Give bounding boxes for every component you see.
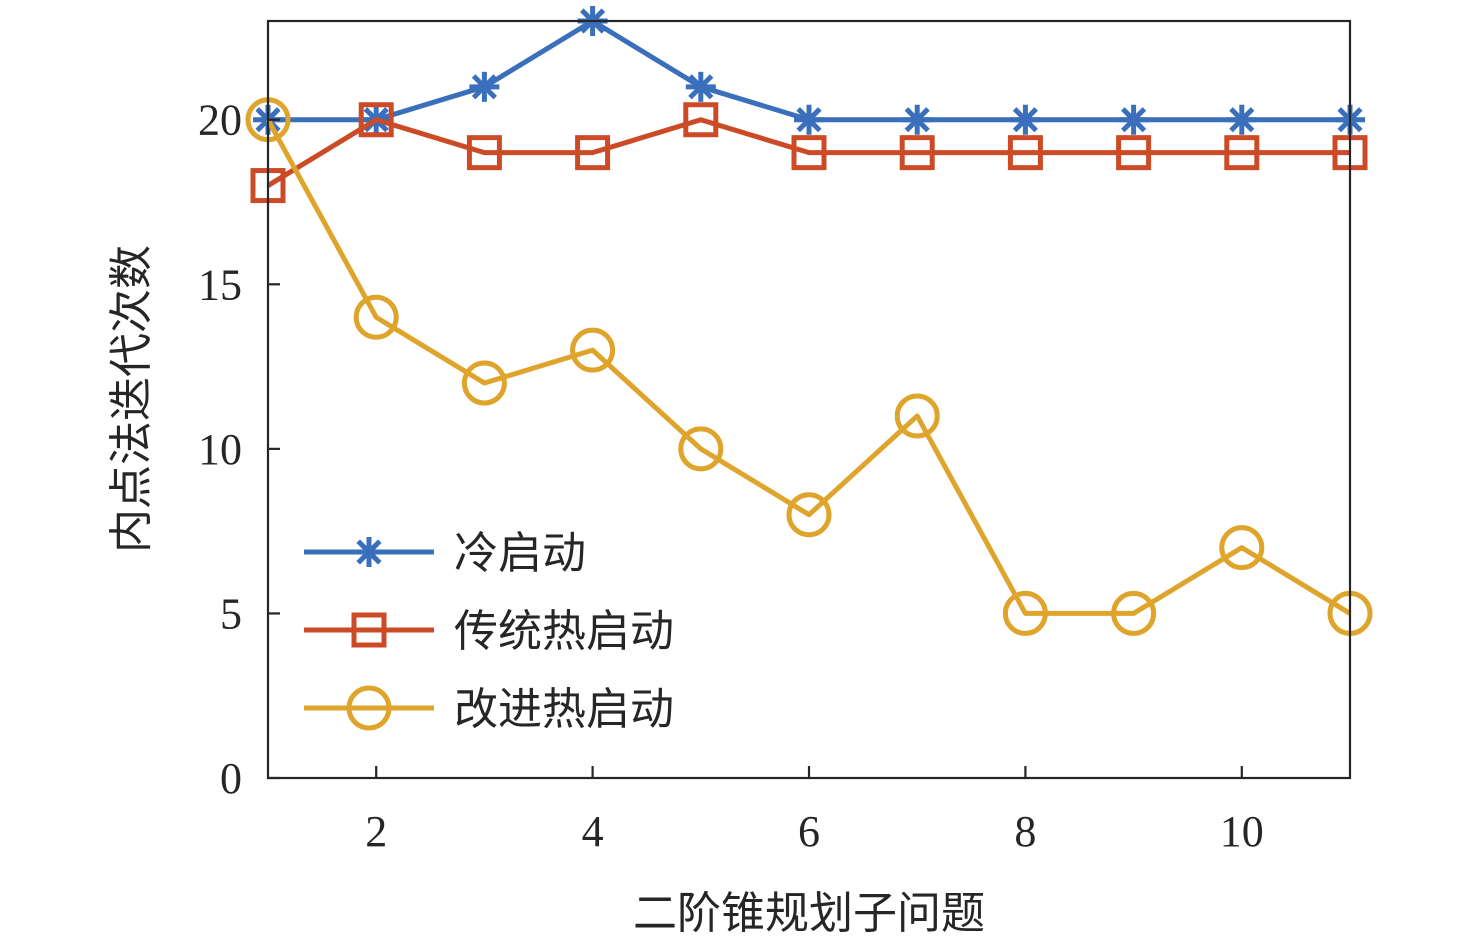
y-tick-label: 15 bbox=[198, 260, 242, 309]
data-point bbox=[1219, 525, 1265, 571]
series-3 bbox=[245, 97, 1373, 636]
data-point bbox=[791, 135, 827, 171]
series-layer bbox=[245, 6, 1373, 636]
data-point bbox=[1224, 135, 1260, 171]
legend-item: 传统热启动 bbox=[304, 606, 674, 657]
data-point bbox=[899, 135, 935, 171]
ticks: 2 4 6 8 10 0 5 10 15 20 bbox=[198, 96, 1264, 856]
y-axis-label: 内点法迭代次数 bbox=[106, 245, 157, 553]
data-point bbox=[570, 327, 616, 373]
data-point bbox=[1111, 590, 1157, 636]
data-point bbox=[1007, 135, 1043, 171]
legend-marker bbox=[351, 612, 387, 648]
legend-marker bbox=[354, 537, 384, 567]
data-point bbox=[786, 492, 832, 538]
legend-label: 冷启动 bbox=[454, 528, 586, 579]
y-tick-label: 20 bbox=[198, 96, 242, 145]
x-tick-label: 10 bbox=[1220, 807, 1264, 856]
x-tick-label: 4 bbox=[582, 807, 604, 856]
series-line bbox=[266, 117, 1350, 188]
data-point bbox=[575, 135, 611, 171]
y-tick-label: 10 bbox=[198, 425, 242, 474]
data-point bbox=[1226, 104, 1257, 135]
data-point bbox=[683, 102, 719, 138]
data-point bbox=[461, 360, 507, 406]
x-tick-label: 2 bbox=[365, 807, 387, 856]
data-point bbox=[353, 294, 399, 340]
data-point bbox=[358, 102, 394, 138]
y-tick-label: 5 bbox=[220, 589, 242, 638]
data-point bbox=[466, 135, 502, 171]
data-point bbox=[1118, 104, 1149, 135]
data-point bbox=[678, 426, 724, 472]
legend-item: 改进热启动 bbox=[304, 684, 674, 735]
data-point bbox=[1002, 590, 1048, 636]
legend-label: 改进热启动 bbox=[454, 684, 674, 735]
legend-label: 传统热启动 bbox=[454, 606, 674, 657]
data-point bbox=[469, 71, 500, 102]
x-tick-label: 6 bbox=[798, 807, 820, 856]
data-point bbox=[685, 71, 716, 102]
legend-item: 冷启动 bbox=[304, 528, 586, 579]
x-axis-label: 二阶锥规划子问题 bbox=[633, 888, 985, 939]
data-point bbox=[894, 393, 940, 439]
x-tick-label: 8 bbox=[1014, 807, 1036, 856]
series-line bbox=[265, 118, 1352, 616]
series-1 bbox=[253, 6, 1365, 135]
data-point bbox=[1010, 104, 1041, 135]
data-point bbox=[902, 104, 933, 135]
y-tick-label: 0 bbox=[220, 754, 242, 803]
data-point bbox=[794, 104, 824, 135]
data-point bbox=[1116, 135, 1152, 171]
legend-marker bbox=[346, 685, 392, 731]
